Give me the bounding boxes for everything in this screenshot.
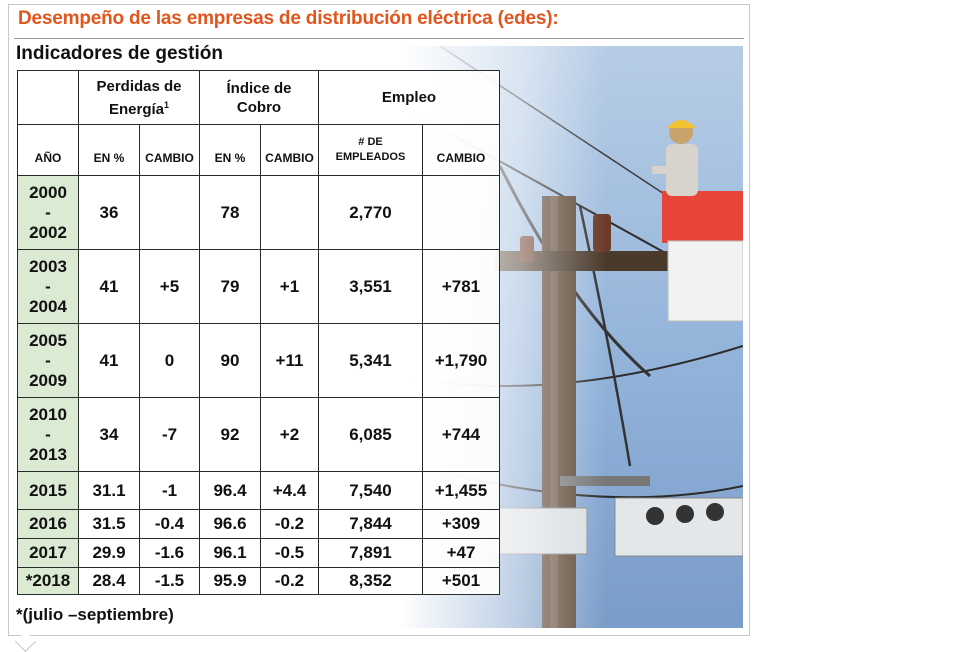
perdidas-cambio-cell <box>139 175 200 250</box>
header-cobro-cambio: CAMBIO <box>260 124 319 176</box>
cobro-cambio-cell: -0.2 <box>260 567 319 595</box>
perdidas-en-cell: 36 <box>78 175 140 250</box>
cobro-en-cell: 92 <box>199 397 261 472</box>
empleo-cambio-cell: +501 <box>422 567 500 595</box>
perdidas-en-cell: 28.4 <box>78 567 140 595</box>
perdidas-cambio-cell: -7 <box>139 397 200 472</box>
cobro-en-cell: 95.9 <box>199 567 261 595</box>
header-perdidas: Perdidas de Energía1 <box>78 70 200 125</box>
cobro-cambio-cell <box>260 175 319 250</box>
table-row: 2005-2009 41 0 90 +11 5,341 +1,790 <box>17 323 500 398</box>
header-cobro-en: EN % <box>199 124 261 176</box>
cobro-en-cell: 96.4 <box>199 471 261 510</box>
cobro-cambio-cell: +11 <box>260 323 319 398</box>
perdidas-en-cell: 34 <box>78 397 140 472</box>
table-row: 2017 29.9 -1.6 96.1 -0.5 7,891 +47 <box>17 538 500 568</box>
empleados-cell: 2,770 <box>318 175 423 250</box>
header-empleados: # DE EMPLEADOS <box>318 124 423 176</box>
cobro-en-cell: 96.6 <box>199 509 261 539</box>
empleados-cell: 7,891 <box>318 538 423 568</box>
header-perdidas-en: EN % <box>78 124 140 176</box>
table-row: 2003-2004 41 +5 79 +1 3,551 +781 <box>17 249 500 324</box>
empleados-cell: 7,540 <box>318 471 423 510</box>
empleo-cambio-cell: +1,455 <box>422 471 500 510</box>
perdidas-cambio-cell: -1.5 <box>139 567 200 595</box>
perdidas-cambio-cell: -1 <box>139 471 200 510</box>
perdidas-en-cell: 29.9 <box>78 538 140 568</box>
cobro-en-cell: 96.1 <box>199 538 261 568</box>
perdidas-cambio-cell: -0.4 <box>139 509 200 539</box>
title-divider <box>14 38 744 39</box>
table-row: 2000-2002 36 78 2,770 <box>17 175 500 250</box>
perdidas-en-cell: 31.5 <box>78 509 140 539</box>
perdidas-en-cell: 41 <box>78 249 140 324</box>
footnote: *(julio –septiembre) <box>16 605 174 624</box>
empleados-cell: 6,085 <box>318 397 423 472</box>
header-empleo-cambio: CAMBIO <box>422 124 500 176</box>
year-cell: 2010-2013 <box>17 397 79 472</box>
empleados-cell: 8,352 <box>318 567 423 595</box>
empleo-cambio-cell: +309 <box>422 509 500 539</box>
header-empty-cell <box>17 70 79 125</box>
year-cell: 2005-2009 <box>17 323 79 398</box>
cobro-cambio-cell: +1 <box>260 249 319 324</box>
page-title: Desempeño de las empresas de distribució… <box>18 8 559 29</box>
perdidas-cambio-cell: 0 <box>139 323 200 398</box>
page-subtitle: Indicadores de gestión <box>16 43 223 64</box>
perdidas-en-cell: 31.1 <box>78 471 140 510</box>
empleo-cambio-cell: +744 <box>422 397 500 472</box>
table-row: *2018 28.4 -1.5 95.9 -0.2 8,352 +501 <box>17 567 500 595</box>
empleo-cambio-cell <box>422 175 500 250</box>
empleados-cell: 5,341 <box>318 323 423 398</box>
group-header-row: Perdidas de Energía1 Índice de Cobro Emp… <box>17 70 500 125</box>
year-cell: 2016 <box>17 509 79 539</box>
cobro-en-cell: 90 <box>199 323 261 398</box>
header-anio: AÑO <box>17 124 79 176</box>
table-row: 2010-2013 34 -7 92 +2 6,085 +744 <box>17 397 500 472</box>
cobro-cambio-cell: +2 <box>260 397 319 472</box>
cobro-en-cell: 78 <box>199 175 261 250</box>
perdidas-cambio-cell: -1.6 <box>139 538 200 568</box>
header-empleo: Empleo <box>318 70 500 125</box>
cobro-cambio-cell: -0.2 <box>260 509 319 539</box>
year-cell: 2003-2004 <box>17 249 79 324</box>
sub-header-row: AÑO EN % CAMBIO EN % CAMBIO # DE EMPLEAD… <box>17 124 500 176</box>
table-row: 2015 31.1 -1 96.4 +4.4 7,540 +1,455 <box>17 471 500 510</box>
year-cell: 2015 <box>17 471 79 510</box>
year-cell: *2018 <box>17 567 79 595</box>
header-perdidas-cambio: CAMBIO <box>139 124 200 176</box>
empleados-cell: 7,844 <box>318 509 423 539</box>
year-cell: 2017 <box>17 538 79 568</box>
perdidas-cambio-cell: +5 <box>139 249 200 324</box>
cobro-cambio-cell: -0.5 <box>260 538 319 568</box>
cobro-en-cell: 79 <box>199 249 261 324</box>
cobro-cambio-cell: +4.4 <box>260 471 319 510</box>
perdidas-en-cell: 41 <box>78 323 140 398</box>
empleo-cambio-cell: +47 <box>422 538 500 568</box>
year-cell: 2000-2002 <box>17 175 79 250</box>
empleados-cell: 3,551 <box>318 249 423 324</box>
empleo-cambio-cell: +1,790 <box>422 323 500 398</box>
indicators-table: Perdidas de Energía1 Índice de Cobro Emp… <box>17 70 500 595</box>
table-row: 2016 31.5 -0.4 96.6 -0.2 7,844 +309 <box>17 509 500 539</box>
empleo-cambio-cell: +781 <box>422 249 500 324</box>
header-indice-cobro: Índice de Cobro <box>199 70 319 125</box>
